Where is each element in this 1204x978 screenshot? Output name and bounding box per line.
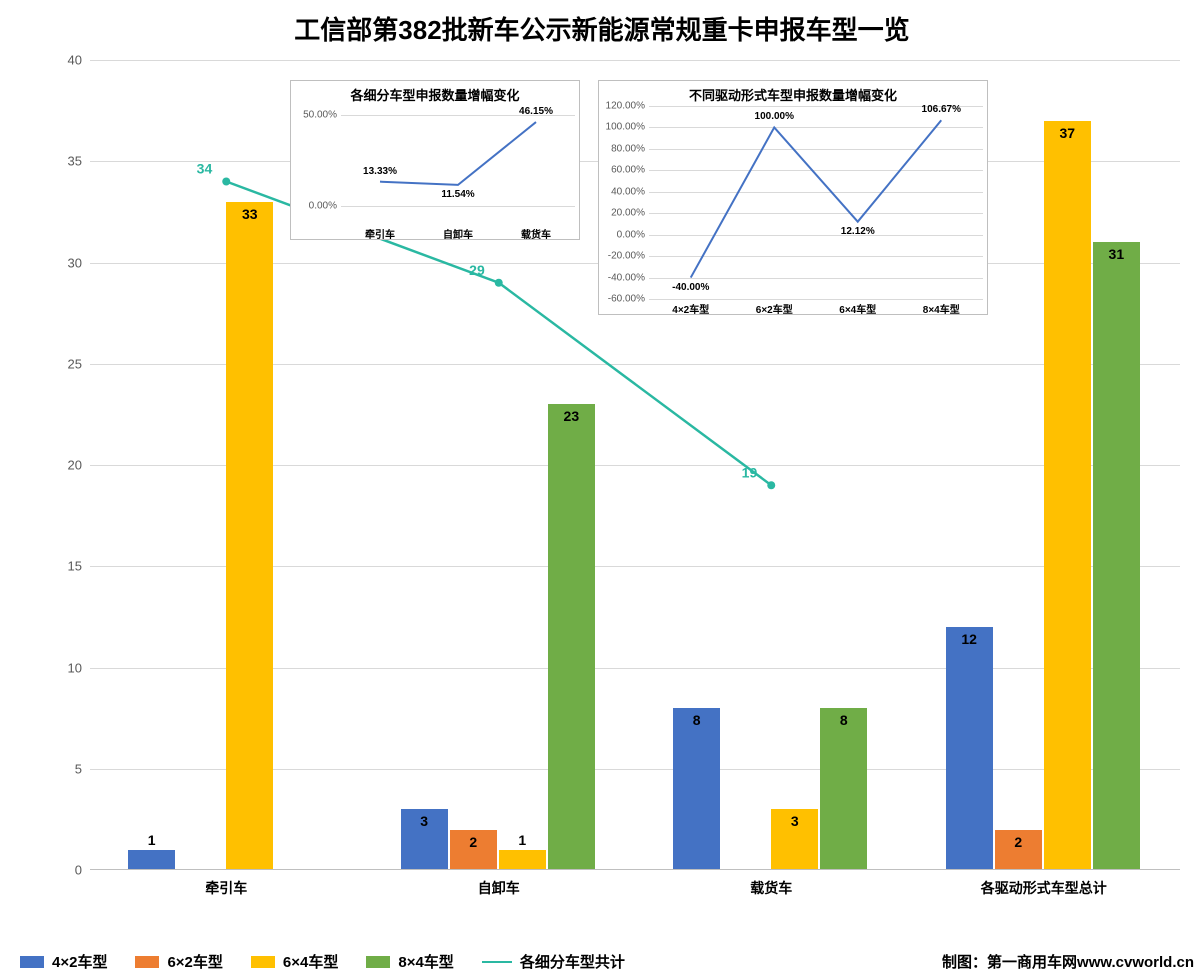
inset-x-label: 4×2车型 — [672, 301, 709, 316]
inset-ytick: 120.00% — [601, 101, 645, 112]
inset-chart-1: 各细分车型申报数量增幅变化 0.00% 50.00% 牵引车 13.33% 自卸车 11.… — [290, 80, 580, 240]
bar-value-label: 23 — [548, 408, 595, 424]
bar-value-label: 8 — [820, 712, 867, 728]
bar: 8 — [673, 708, 720, 870]
inset-x-label: 自卸车 — [443, 226, 473, 241]
y-tick: 20 — [68, 458, 82, 473]
legend-label: 各细分车型共计 — [520, 951, 625, 972]
inset-point-label: -40.00% — [672, 282, 709, 293]
bar: 37 — [1044, 121, 1091, 870]
bar: 31 — [1093, 242, 1140, 870]
chart-title: 工信部第382批新车公示新能源常规重卡申报车型一览 — [0, 10, 1204, 47]
inset-ytick: -60.00% — [601, 294, 645, 305]
legend-line-swatch — [482, 961, 512, 963]
bar: 3 — [401, 809, 448, 870]
inset-ytick: 50.00% — [293, 110, 337, 121]
legend-label: 4×2车型 — [52, 951, 107, 972]
legend-label: 8×4车型 — [398, 951, 453, 972]
bar-value-label: 8 — [673, 712, 720, 728]
inset-line-svg — [649, 106, 983, 299]
inset-point-label: 11.54% — [441, 189, 474, 200]
bar: 1 — [128, 850, 175, 870]
inset2-plot: -60.00%-40.00%-20.00%0.00%20.00%40.00%60… — [599, 106, 987, 299]
y-tick: 15 — [68, 559, 82, 574]
legend-label: 6×4车型 — [283, 951, 338, 972]
bar-value-label: 2 — [450, 834, 497, 850]
legend-item: 8×4车型 — [366, 951, 453, 972]
bar-value-label: 1 — [499, 832, 546, 848]
bar-value-label: 37 — [1044, 125, 1091, 141]
inset-ytick: 20.00% — [601, 208, 645, 219]
inset1-plot: 0.00%50.00%牵引车13.33%自卸车11.54%载货车46.15% — [291, 106, 579, 224]
bar: 2 — [995, 830, 1042, 871]
x-axis — [90, 869, 1180, 870]
inset-x-label: 6×2车型 — [756, 301, 793, 316]
legend-item: 各细分车型共计 — [482, 951, 625, 972]
bar-value-label: 33 — [226, 206, 273, 222]
bar: 3 — [771, 809, 818, 870]
inset-gridline — [649, 299, 983, 300]
inset-x-label: 载货车 — [521, 226, 551, 241]
x-category-label: 载货车 — [635, 878, 908, 898]
inset-point-label: 100.00% — [755, 111, 794, 122]
bar-value-label: 3 — [401, 813, 448, 829]
inset-line-path — [691, 120, 942, 277]
y-tick: 25 — [68, 356, 82, 371]
legend-swatch — [366, 956, 390, 968]
legend-swatch — [135, 956, 159, 968]
inset-ytick: -20.00% — [601, 251, 645, 262]
y-tick: 40 — [68, 53, 82, 68]
inset-ytick: 80.00% — [601, 143, 645, 154]
bar: 2 — [450, 830, 497, 871]
legend-label: 6×2车型 — [167, 951, 222, 972]
inset2-title: 不同驱动形式车型申报数量增幅变化 — [599, 85, 987, 104]
y-tick: 35 — [68, 154, 82, 169]
chart-container: 工信部第382批新车公示新能源常规重卡申报车型一览 05101520253035… — [0, 0, 1204, 978]
legend-swatch — [20, 956, 44, 968]
bar: 8 — [820, 708, 867, 870]
inset-x-label: 6×4车型 — [839, 301, 876, 316]
inset-point-label: 46.15% — [519, 106, 553, 117]
inset-ytick: 0.00% — [293, 200, 337, 211]
inset-chart-2: 不同驱动形式车型申报数量增幅变化 -60.00% -40.00% -20.00% 0.… — [598, 80, 988, 315]
legend-item: 4×2车型 — [20, 951, 107, 972]
inset-ytick: 0.00% — [601, 229, 645, 240]
bar: 12 — [946, 627, 993, 870]
inset-x-label: 牵引车 — [365, 226, 395, 241]
legend: 4×2车型 6×2车型 6×4车型 8×4车型 各细分车型共计 — [20, 951, 625, 972]
inset-line-path — [380, 122, 536, 185]
bar: 33 — [226, 202, 273, 870]
bar: 23 — [548, 404, 595, 870]
bar-value-label: 3 — [771, 813, 818, 829]
y-tick: 0 — [75, 863, 82, 878]
bar-value-label: 1 — [128, 832, 175, 848]
inset-x-label: 8×4车型 — [923, 301, 960, 316]
inset-ytick: -40.00% — [601, 272, 645, 283]
x-category-label: 各驱动形式车型总计 — [908, 878, 1181, 898]
legend-item: 6×2车型 — [135, 951, 222, 972]
inset-point-label: 12.12% — [841, 226, 875, 237]
bar-value-label: 31 — [1093, 246, 1140, 262]
y-tick: 5 — [75, 761, 82, 776]
inset-ytick: 40.00% — [601, 186, 645, 197]
credit-text: 制图：第一商用车网www.cvworld.cn — [942, 951, 1194, 972]
bar-value-label: 2 — [995, 834, 1042, 850]
legend-item: 6×4车型 — [251, 951, 338, 972]
y-tick: 10 — [68, 660, 82, 675]
x-category-label: 自卸车 — [363, 878, 636, 898]
inset-point-label: 106.67% — [922, 104, 961, 115]
bar: 1 — [499, 850, 546, 870]
bar-value-label: 12 — [946, 631, 993, 647]
inset1-title: 各细分车型申报数量增幅变化 — [291, 85, 579, 104]
legend-swatch — [251, 956, 275, 968]
y-tick: 30 — [68, 255, 82, 270]
y-axis: 0510152025303540 — [50, 60, 90, 910]
inset-ytick: 100.00% — [601, 122, 645, 133]
inset-point-label: 13.33% — [363, 166, 397, 177]
x-category-label: 牵引车 — [90, 878, 363, 898]
inset-ytick: 60.00% — [601, 165, 645, 176]
